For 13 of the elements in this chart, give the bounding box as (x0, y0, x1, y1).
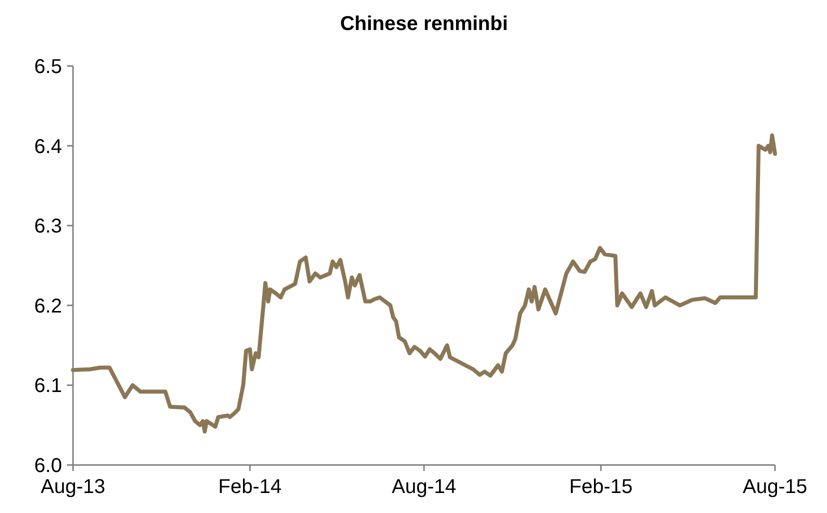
x-tick-label: Aug-13 (40, 476, 106, 498)
x-tick-label: Aug-14 (392, 476, 456, 498)
x-tick-label: Aug-15 (742, 476, 808, 498)
x-tick-label: Feb-15 (569, 476, 633, 498)
y-tick-label: 6.2 (34, 295, 62, 318)
x-tick-label: Feb-14 (218, 476, 282, 498)
y-tick-label: 6.3 (34, 216, 62, 238)
line-series (71, 133, 777, 434)
y-tick-label: 6.1 (34, 375, 62, 398)
y-tick-label: 6.0 (34, 455, 62, 477)
y-tick-label: 6.4 (34, 136, 62, 158)
y-tick-label: 6.5 (34, 56, 62, 78)
chart-title: Chinese renminbi (340, 13, 508, 35)
